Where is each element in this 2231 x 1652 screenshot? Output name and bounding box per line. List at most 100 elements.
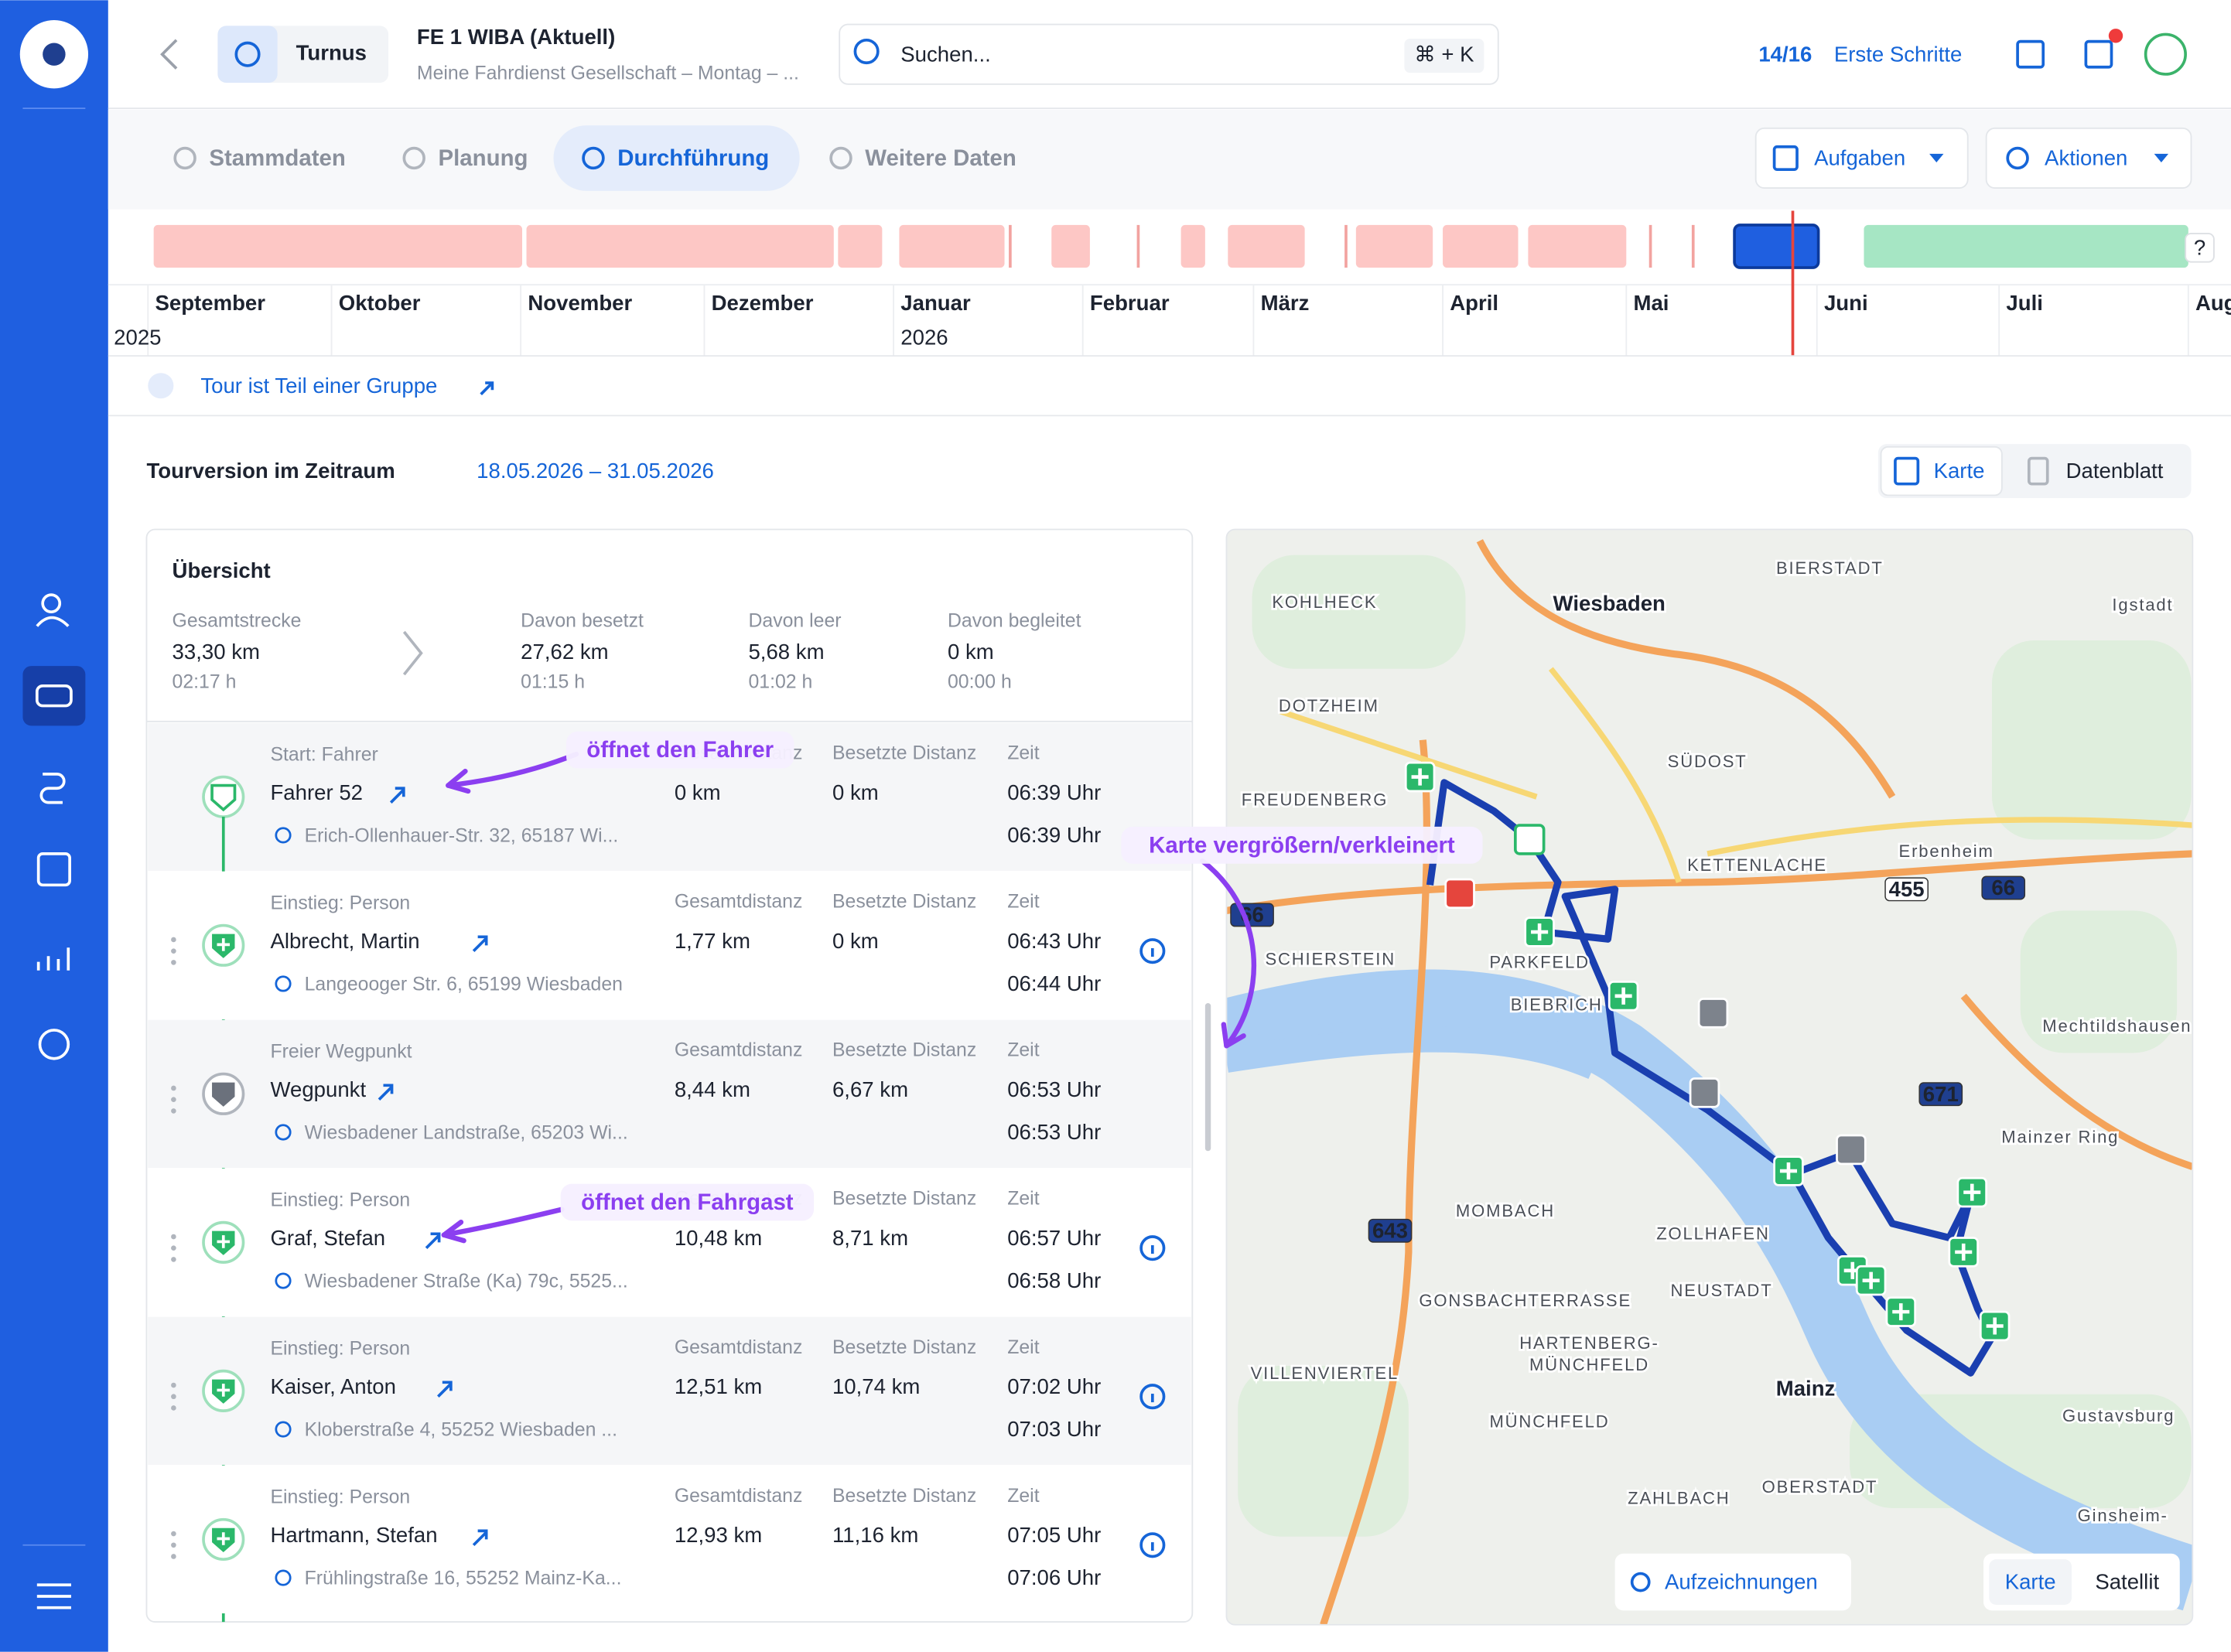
column-header: Gesamtdistanz bbox=[675, 892, 803, 913]
info-icon[interactable] bbox=[1139, 1532, 1166, 1558]
drag-handle[interactable] bbox=[171, 1542, 176, 1548]
stop-name[interactable]: Wegpunkt bbox=[270, 1077, 366, 1101]
period-bar[interactable] bbox=[1051, 224, 1090, 268]
stop-row[interactable] bbox=[148, 1465, 1191, 1614]
stop-time: 06:53 Uhr bbox=[1007, 1077, 1101, 1101]
logo-mark bbox=[43, 43, 66, 66]
drag-handle[interactable] bbox=[171, 1382, 176, 1388]
stop-address: Wiesbadener Landstraße, 65203 Wi... bbox=[305, 1122, 628, 1143]
map-label: VILLENVIERTEL bbox=[1251, 1364, 1399, 1383]
period-bar[interactable] bbox=[526, 224, 834, 268]
view-sheet-label[interactable]: Datenblatt bbox=[2066, 459, 2164, 483]
back-button[interactable] bbox=[160, 39, 178, 70]
stat-time: 00:00 h bbox=[948, 672, 1012, 693]
steps-count[interactable]: 14/16 bbox=[1758, 42, 1812, 66]
period-bar[interactable] bbox=[1528, 224, 1627, 268]
period-bar[interactable] bbox=[1228, 224, 1305, 268]
tab[interactable]: Durchführung bbox=[617, 145, 769, 171]
icon-people[interactable] bbox=[41, 593, 62, 614]
drag-handle[interactable] bbox=[171, 1257, 176, 1262]
steps-label[interactable]: Erste Schritte bbox=[1834, 42, 1963, 66]
drag-handle[interactable] bbox=[171, 1085, 176, 1091]
tasks-button[interactable] bbox=[1754, 127, 1969, 189]
icon-menu[interactable] bbox=[36, 1583, 71, 1609]
icon-stats[interactable] bbox=[36, 947, 70, 971]
drag-handle[interactable] bbox=[171, 1554, 176, 1559]
icon-docs[interactable] bbox=[36, 852, 71, 887]
column-header: Zeit bbox=[1007, 1040, 1039, 1061]
avatar[interactable] bbox=[2144, 32, 2187, 76]
map-label: BIEBRICH bbox=[1511, 995, 1603, 1014]
drag-handle[interactable] bbox=[171, 948, 176, 954]
sheet-icon[interactable] bbox=[2027, 456, 2049, 486]
month-label: Juni bbox=[1824, 291, 1868, 315]
map-label: KOHLHECK bbox=[1272, 592, 1377, 612]
stat-label: Davon besetzt bbox=[521, 611, 644, 632]
waypoint-marker[interactable] bbox=[1697, 998, 1729, 1029]
guide-icon[interactable] bbox=[2016, 39, 2045, 69]
future-period[interactable] bbox=[1864, 224, 2188, 268]
recordings-button[interactable] bbox=[1614, 1553, 1851, 1611]
annotation-box bbox=[1121, 826, 1483, 864]
stop-name[interactable]: Kaiser, Anton bbox=[270, 1374, 396, 1398]
open-link-icon[interactable] bbox=[389, 787, 405, 804]
end-marker[interactable] bbox=[1444, 878, 1475, 910]
nav-active[interactable] bbox=[22, 666, 86, 726]
open-link-icon[interactable] bbox=[425, 1232, 441, 1250]
start-marker[interactable] bbox=[1513, 824, 1546, 855]
drag-handle[interactable] bbox=[171, 1245, 176, 1251]
tab-icon bbox=[582, 146, 605, 170]
stop-name[interactable]: Albrecht, Martin bbox=[270, 929, 419, 953]
open-link-icon[interactable] bbox=[472, 1529, 488, 1547]
map-type-active[interactable] bbox=[1989, 1559, 2072, 1606]
drag-handle[interactable] bbox=[171, 1234, 176, 1240]
stop-row[interactable] bbox=[148, 1316, 1191, 1466]
icon-route[interactable] bbox=[39, 773, 66, 804]
stop-name[interactable]: Hartmann, Stefan bbox=[270, 1523, 437, 1547]
resize-handle[interactable] bbox=[1204, 1002, 1211, 1152]
search-box[interactable] bbox=[839, 23, 1499, 85]
map-label: MÜNCHFELD bbox=[1489, 1411, 1609, 1431]
waypoint-marker[interactable] bbox=[1836, 1134, 1867, 1166]
drag-handle[interactable] bbox=[171, 937, 176, 943]
tab[interactable]: Planung bbox=[439, 145, 528, 171]
period-bar[interactable] bbox=[1180, 224, 1205, 268]
tab[interactable]: Stammdaten bbox=[209, 145, 345, 171]
icon-settings[interactable] bbox=[38, 1029, 70, 1060]
map-label: MOMBACH bbox=[1456, 1201, 1555, 1220]
annotation-arrow bbox=[446, 751, 579, 788]
info-icon[interactable] bbox=[1139, 1235, 1166, 1261]
stop-occupied: 0 km bbox=[832, 929, 879, 953]
stop-row[interactable] bbox=[148, 871, 1191, 1019]
tab[interactable]: Weitere Daten bbox=[865, 145, 1016, 171]
current-period[interactable] bbox=[1733, 224, 1820, 269]
drag-handle[interactable] bbox=[171, 1108, 176, 1114]
tasks-icon[interactable] bbox=[2084, 39, 2113, 69]
help-badge[interactable] bbox=[2185, 233, 2215, 263]
drag-handle[interactable] bbox=[171, 1394, 176, 1400]
drag-handle[interactable] bbox=[171, 1405, 176, 1411]
waypoint-marker[interactable] bbox=[1689, 1077, 1720, 1108]
stop-name[interactable]: Fahrer 52 bbox=[270, 780, 363, 804]
map[interactable]: Wiesbaden Mainz BIERSTADT KOHLHECK Igstadt DO… bbox=[1225, 528, 2194, 1626]
period-bar[interactable] bbox=[899, 224, 1005, 268]
open-link-icon[interactable] bbox=[378, 1084, 394, 1101]
stop-name[interactable]: Graf, Stefan bbox=[270, 1226, 385, 1250]
period-bar[interactable] bbox=[153, 224, 523, 268]
period-bar[interactable] bbox=[1443, 224, 1519, 268]
info-icon[interactable] bbox=[1139, 938, 1166, 964]
open-link-icon[interactable] bbox=[437, 1381, 453, 1398]
column-header: Zeit bbox=[1007, 1337, 1039, 1358]
actions-button[interactable] bbox=[1985, 127, 2192, 189]
period-bar[interactable] bbox=[1355, 224, 1433, 268]
stop-row[interactable] bbox=[148, 1019, 1191, 1168]
map-type-label[interactable]: Karte bbox=[2005, 1570, 2056, 1594]
open-link-icon[interactable] bbox=[472, 935, 488, 952]
drag-handle[interactable] bbox=[171, 1531, 176, 1537]
map-type-label[interactable]: Satellit bbox=[2095, 1570, 2159, 1594]
drag-handle[interactable] bbox=[171, 1097, 176, 1103]
drag-handle[interactable] bbox=[171, 960, 176, 965]
group-link[interactable]: Tour ist Teil einer Gruppe bbox=[200, 374, 437, 398]
period-bar[interactable] bbox=[838, 224, 883, 268]
info-icon[interactable] bbox=[1139, 1384, 1166, 1410]
